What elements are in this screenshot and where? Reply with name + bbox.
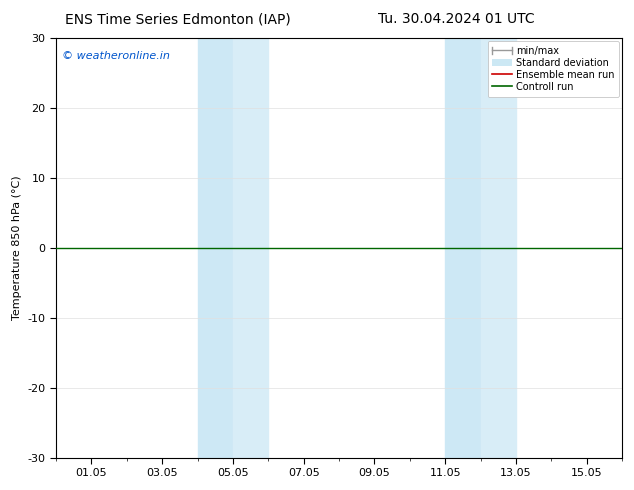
Bar — [198, 38, 233, 458]
Bar — [233, 38, 268, 458]
Text: © weatheronline.in: © weatheronline.in — [61, 50, 170, 61]
Bar — [445, 38, 481, 458]
Legend: min/max, Standard deviation, Ensemble mean run, Controll run: min/max, Standard deviation, Ensemble me… — [488, 41, 619, 97]
Text: ENS Time Series Edmonton (IAP): ENS Time Series Edmonton (IAP) — [65, 12, 290, 26]
Text: Tu. 30.04.2024 01 UTC: Tu. 30.04.2024 01 UTC — [378, 12, 535, 26]
Bar — [481, 38, 516, 458]
Y-axis label: Temperature 850 hPa (°C): Temperature 850 hPa (°C) — [12, 175, 22, 320]
